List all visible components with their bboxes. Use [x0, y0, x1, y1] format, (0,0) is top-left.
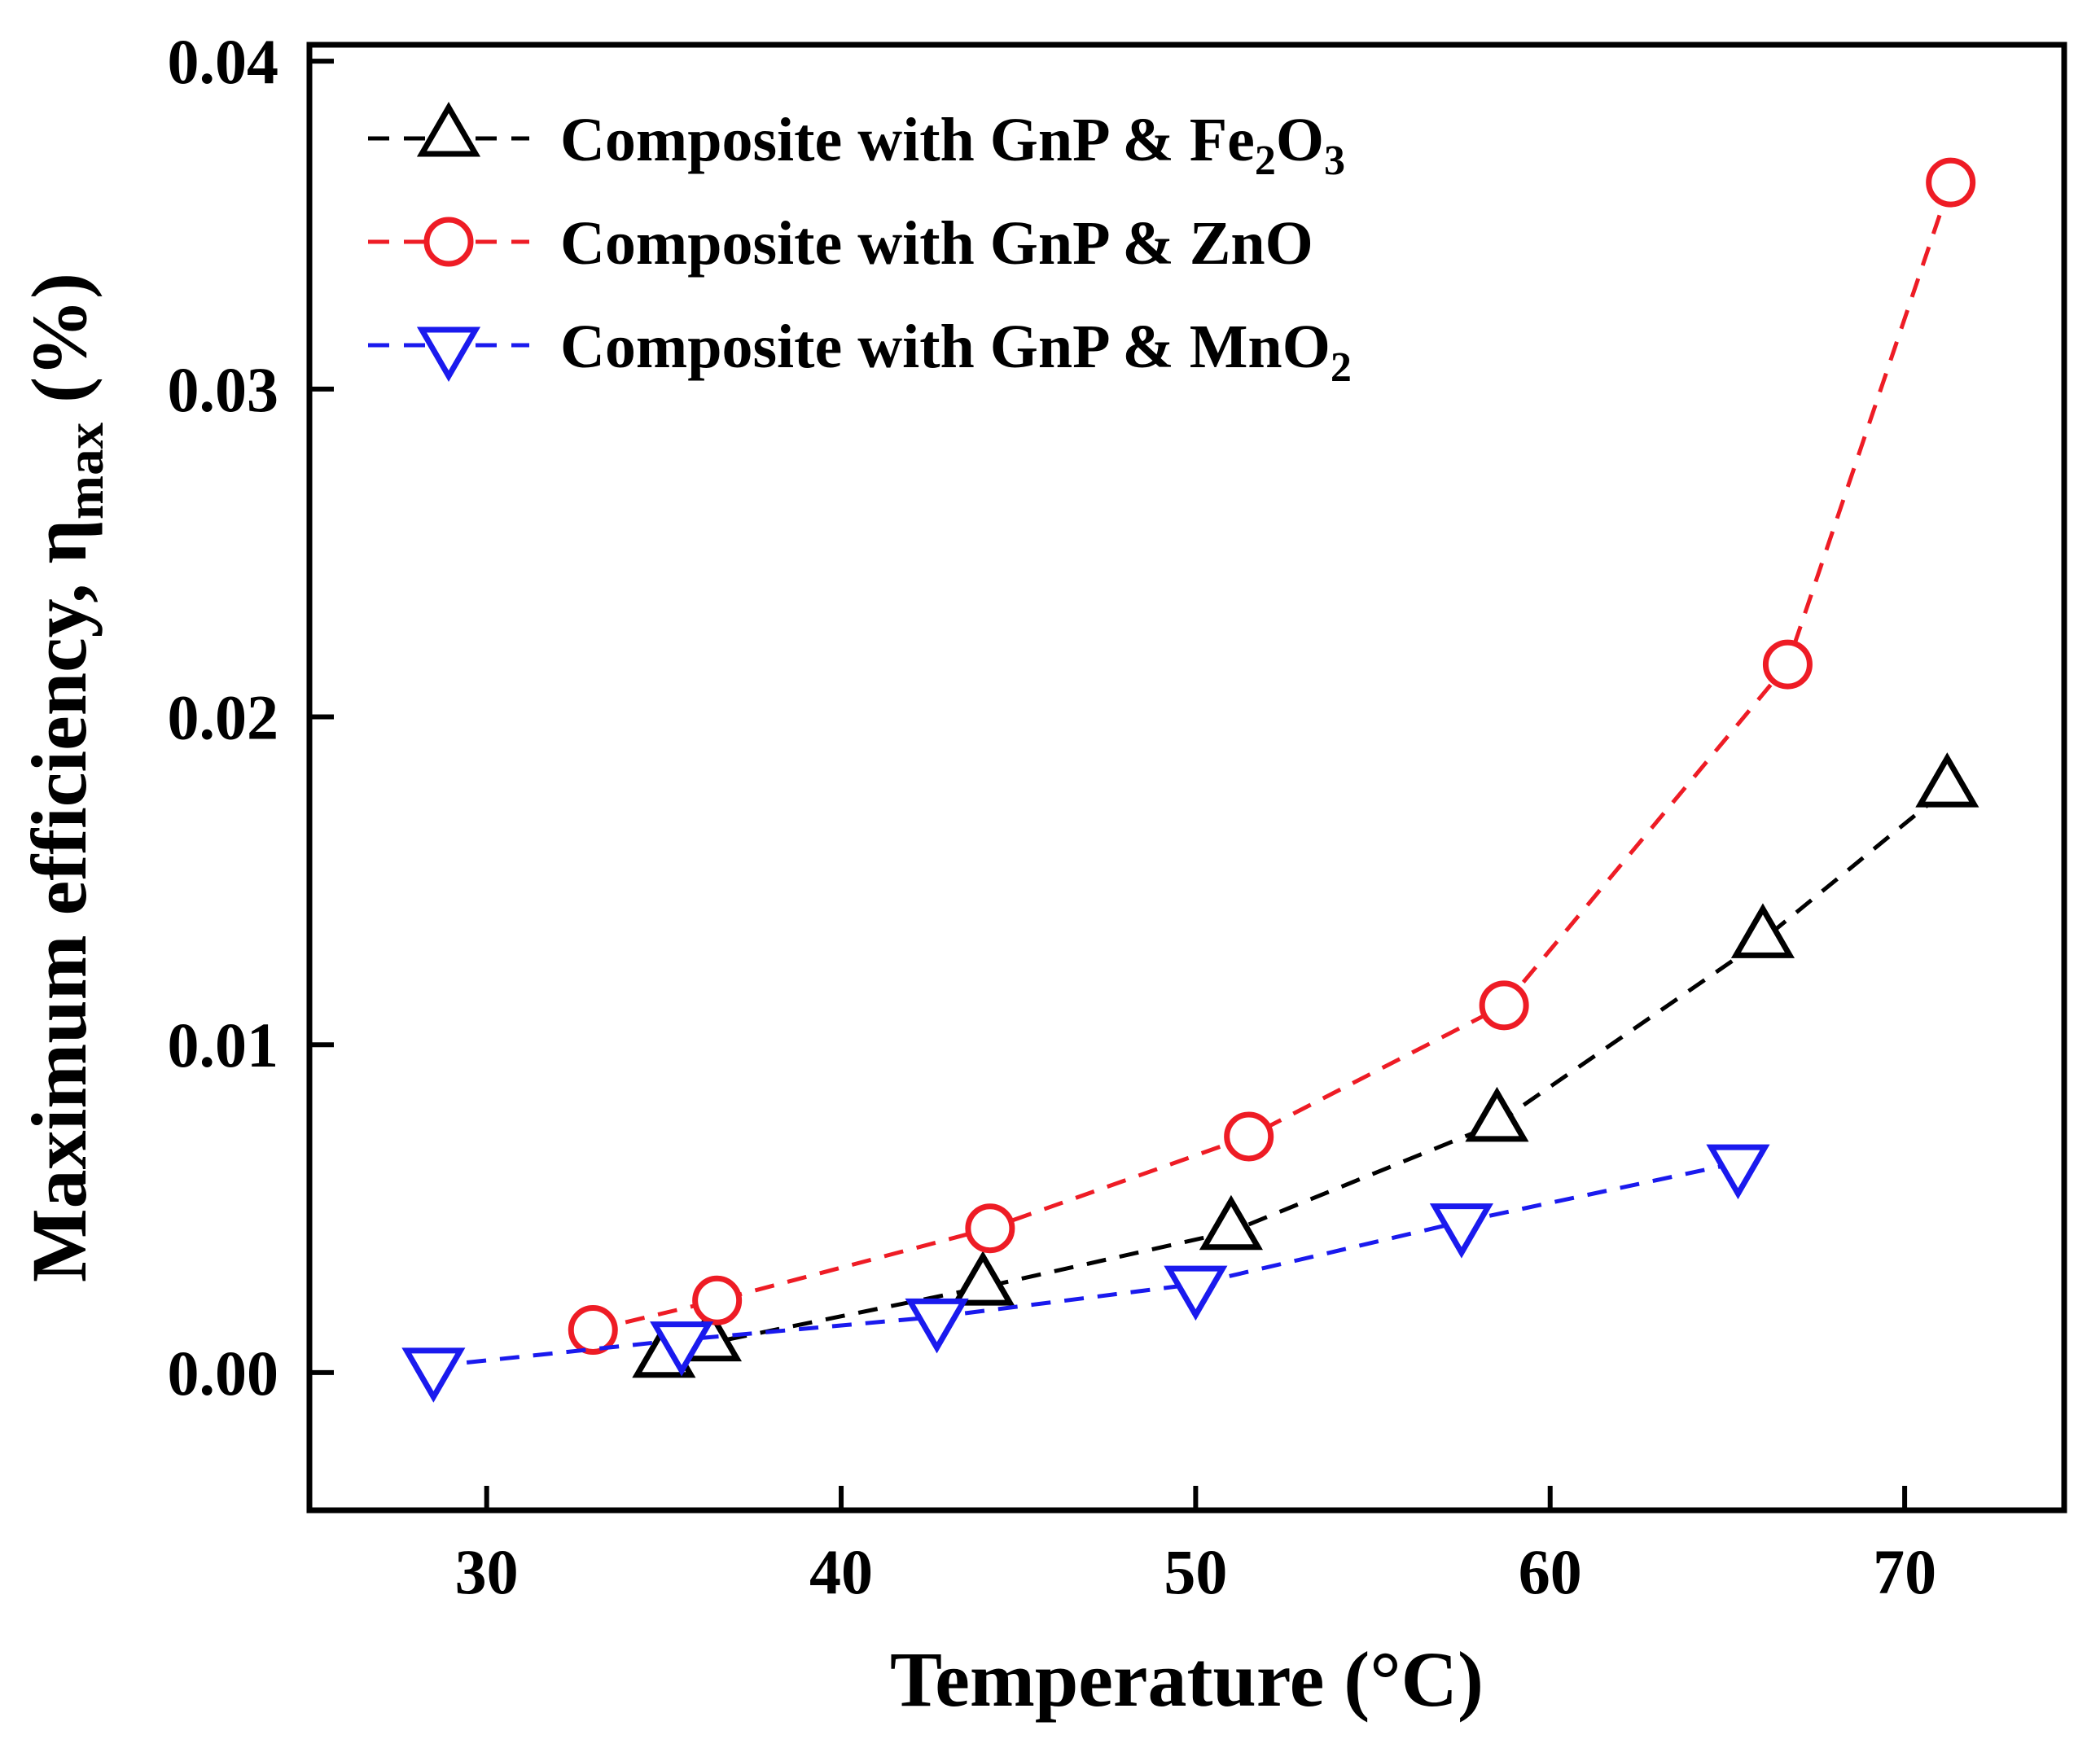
triangle-up-marker — [1915, 752, 1979, 808]
triangle-down-marker — [1706, 1144, 1770, 1200]
circle-marker — [568, 1305, 618, 1356]
circle-marker — [692, 1275, 743, 1325]
circle-marker — [1224, 1111, 1274, 1162]
triangle-down-marker — [650, 1321, 714, 1377]
triangle-down-marker — [1164, 1265, 1228, 1321]
triangle-down-marker — [401, 1347, 466, 1403]
plot-frame — [306, 42, 2067, 1514]
y-tick-label: 0.02 — [168, 682, 279, 753]
series-line-fe2o3 — [663, 787, 1949, 1362]
triangle-down-marker — [1429, 1203, 1493, 1259]
legend-entry-zno: Composite with GnP & ZnO — [368, 209, 1313, 278]
x-axis-title: Temperature (°C) — [890, 1636, 1484, 1723]
triangle-down-marker — [905, 1298, 969, 1354]
series-fe2o3 — [632, 752, 1979, 1378]
triangle-up-marker — [416, 102, 481, 157]
legend-label-zno: Composite with GnP & ZnO — [560, 209, 1313, 278]
triangle-up-marker — [1730, 903, 1795, 958]
circle-marker — [1762, 639, 1813, 690]
circle-marker — [1926, 157, 1976, 208]
x-tick-label: 40 — [809, 1536, 873, 1607]
triangle-up-marker — [951, 1251, 1015, 1306]
x-tick-label: 30 — [455, 1536, 519, 1607]
y-tick-label: 0.03 — [168, 354, 279, 425]
y-tick-label: 0.00 — [168, 1338, 279, 1408]
circle-marker — [1479, 980, 1529, 1031]
x-tick-label: 70 — [1873, 1536, 1936, 1607]
x-tick-label: 60 — [1519, 1536, 1582, 1607]
y-tick-label: 0.04 — [168, 26, 279, 97]
y-axis-title: Maximum efficiency, ηmax (%) — [15, 273, 115, 1282]
triangle-up-marker — [1465, 1086, 1529, 1142]
x-tick-label: 50 — [1164, 1536, 1227, 1607]
circle-marker — [965, 1203, 1015, 1254]
y-tick-label: 0.01 — [168, 1010, 279, 1080]
series-mno2 — [401, 1144, 1770, 1403]
legend-entry-fe2o3: Composite with GnP & Fe2O3 — [368, 102, 1345, 184]
series-zno — [568, 157, 1976, 1356]
circle-marker — [423, 217, 474, 267]
legend-label-mno2: Composite with GnP & MnO2 — [560, 313, 1352, 391]
legend: Composite with GnP & Fe2O3 Composite with… — [368, 102, 1352, 391]
series-line-mno2 — [433, 1160, 1738, 1369]
triangle-down-marker — [416, 326, 481, 382]
triangle-up-marker — [1199, 1194, 1263, 1251]
legend-label-fe2o3: Composite with GnP & Fe2O3 — [560, 106, 1345, 184]
legend-entry-mno2: Composite with GnP & MnO2 — [368, 313, 1352, 391]
